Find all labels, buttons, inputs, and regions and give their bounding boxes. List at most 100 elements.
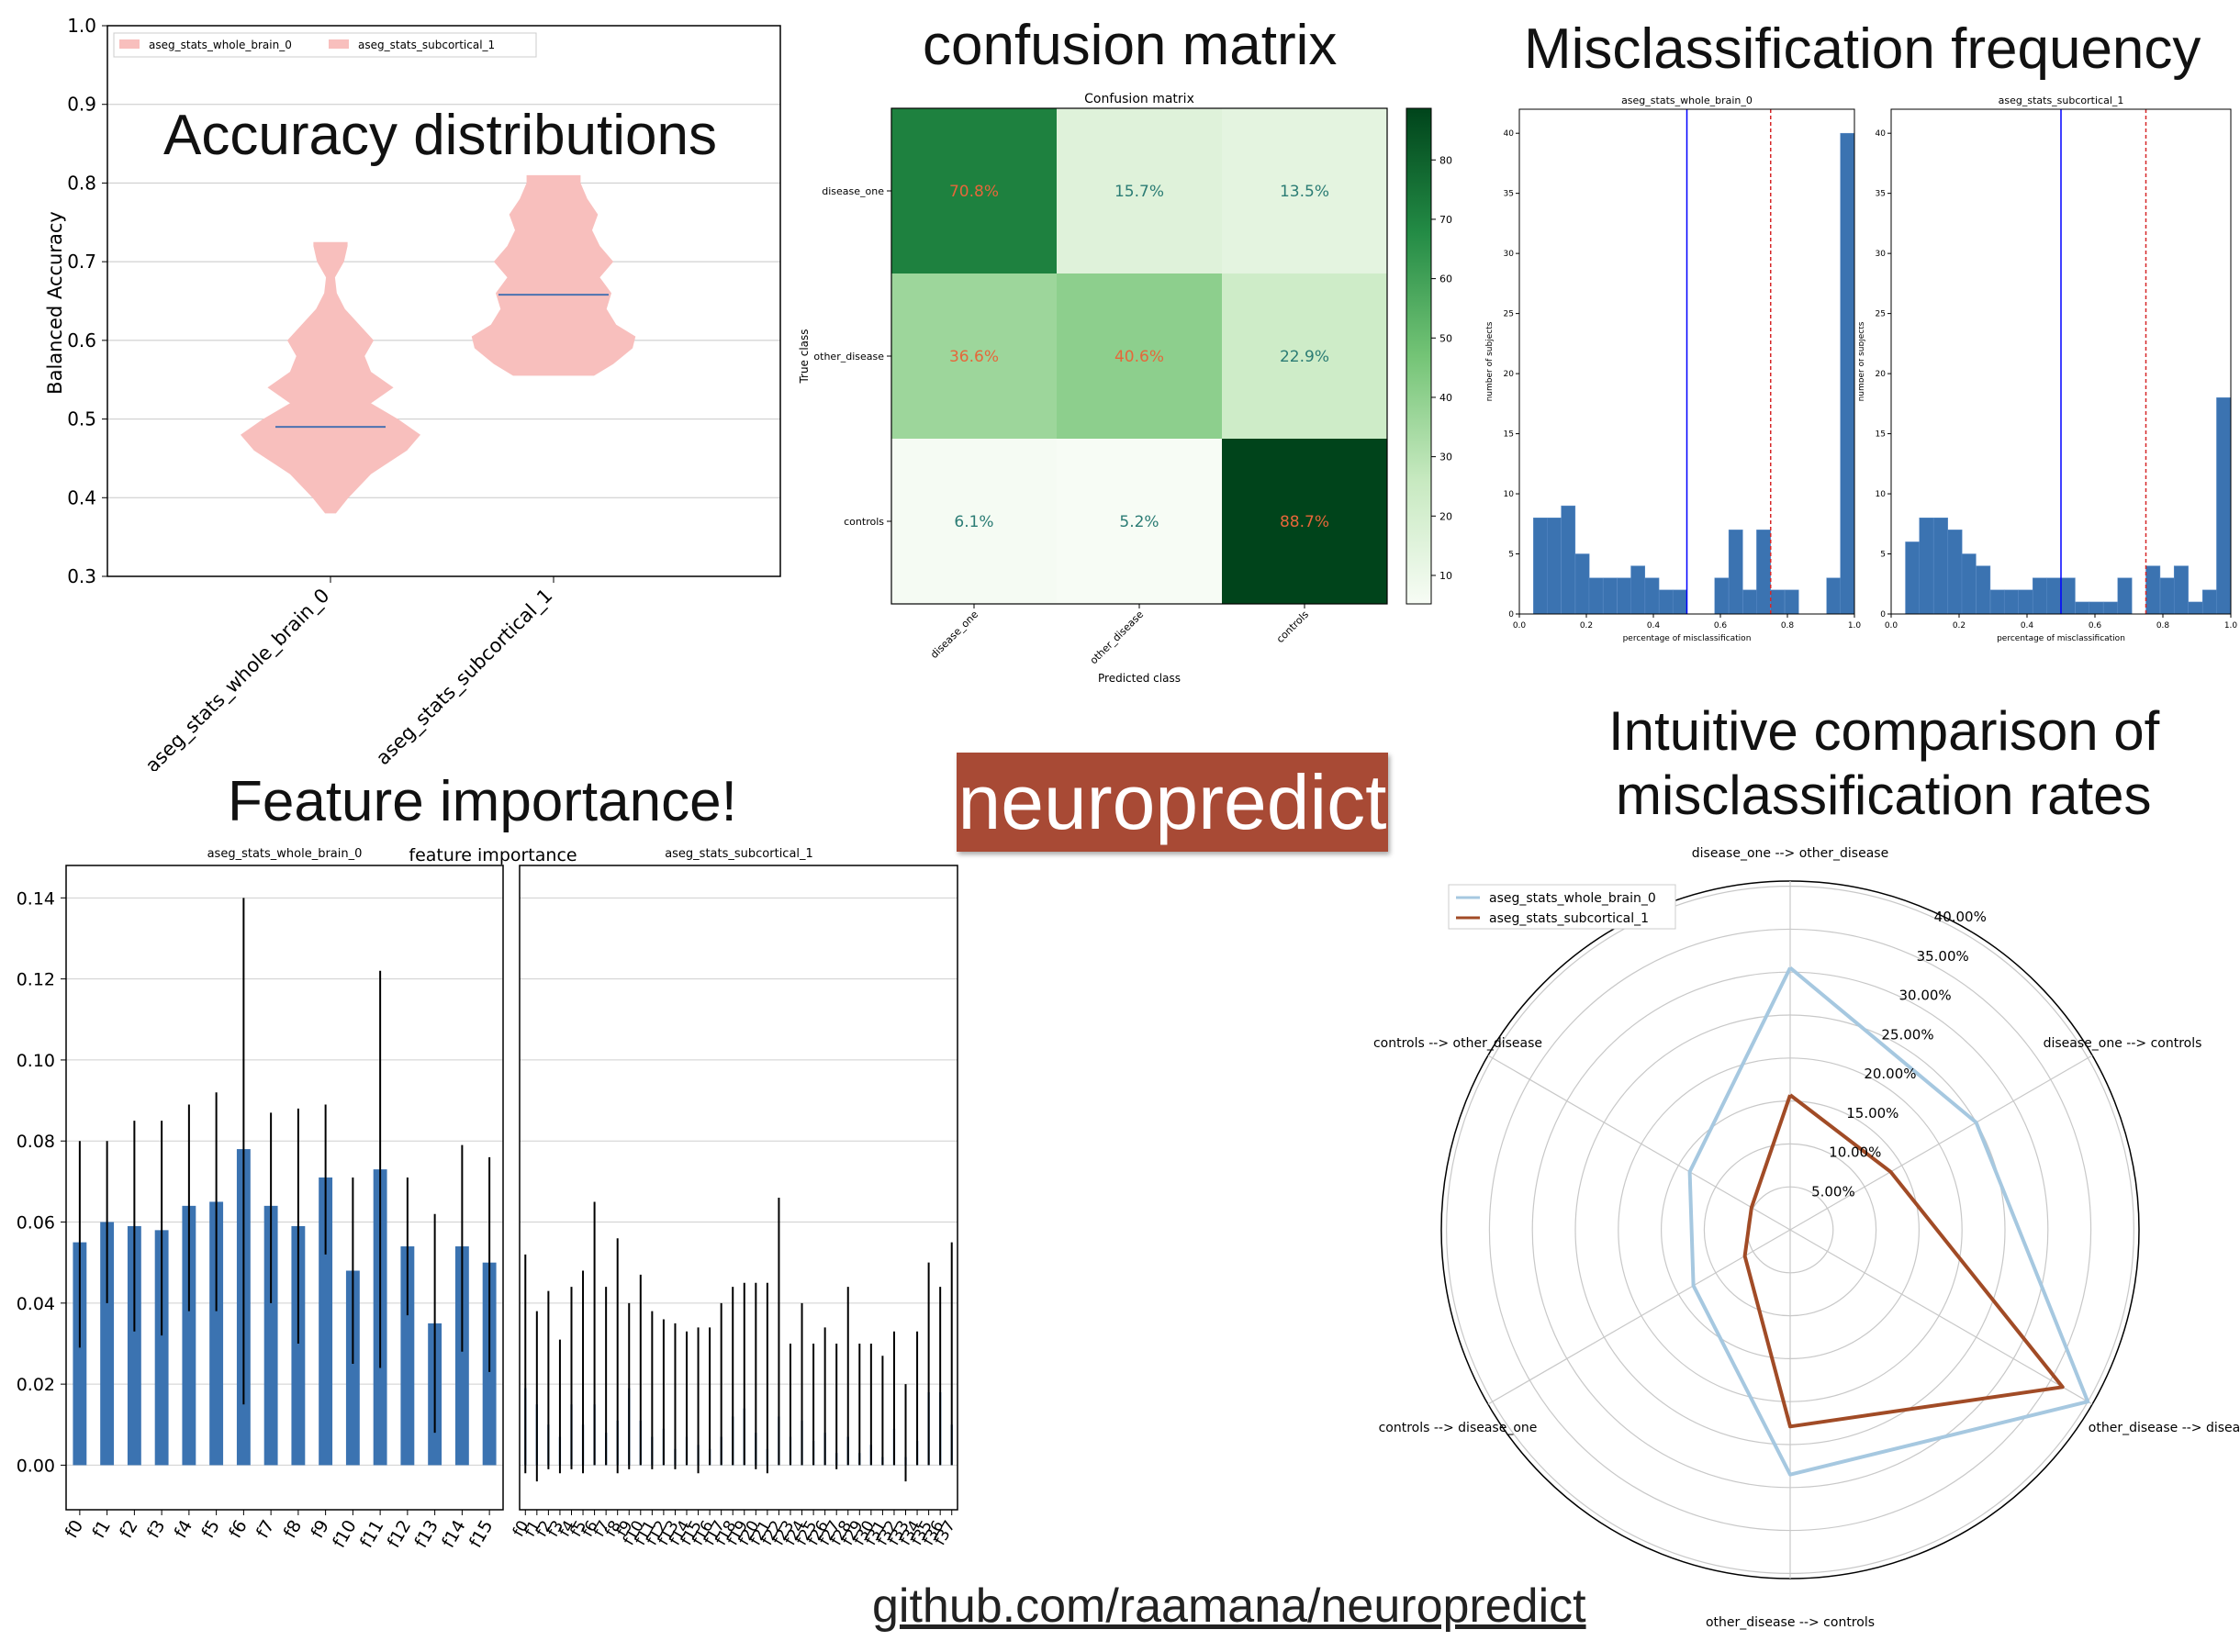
cm-ytick-label: other_disease xyxy=(813,351,884,363)
brand-banner: neuropredict xyxy=(957,753,1388,852)
legend-whole-brain: aseg_stats_whole_brain_0 xyxy=(149,39,292,51)
cm-cell xyxy=(891,108,1057,273)
hist-xtick-label: 0.0 xyxy=(1513,621,1527,631)
cm-cell xyxy=(891,439,1057,604)
violin-ytick-label: 0.4 xyxy=(67,486,96,508)
radar-spoke xyxy=(1487,1055,1791,1231)
fi-bar xyxy=(182,1205,196,1466)
hist-bar xyxy=(1976,565,1991,615)
radar-series-line xyxy=(1742,1093,2065,1429)
hist-xtick-label: 0.2 xyxy=(1580,621,1593,631)
hist-ylabel: number of subjects xyxy=(1859,321,1866,401)
violin-legend: aseg_stats_whole_brain_0 aseg_stats_subc… xyxy=(113,32,537,58)
hist-bar xyxy=(1588,577,1604,615)
fi-xtick-label: f13 xyxy=(410,1517,442,1552)
hist-bar xyxy=(1919,517,1934,615)
radar-axis-label: other_disease --> disease_one xyxy=(2089,1421,2240,1435)
radar-axis-label: disease_one --> controls xyxy=(2044,1036,2202,1051)
cm-xtick-label: controls xyxy=(1274,608,1311,645)
accuracy-violin-chart: 0.3 0.4 0.5 0.6 0.7 0.8 0.9 1.0 aseg_stats_whol… xyxy=(44,15,781,771)
hist-bar xyxy=(1561,505,1576,615)
hist-ytick-label: 25 xyxy=(1876,310,1886,319)
cm-cell xyxy=(1057,439,1222,604)
comparison-title-line2: misclassification rates xyxy=(1616,765,2152,826)
confusion-matrix-chart: Confusion matrix 70.8% 15.7% 13.5% 36.6% 40.… xyxy=(798,92,1452,685)
hist-frame xyxy=(1518,108,1855,615)
cm-cell-label: 88.7% xyxy=(1280,513,1329,531)
radar-rtick-label: 40.00% xyxy=(1934,909,1987,925)
fi-bar xyxy=(73,1242,87,1466)
cm-cell xyxy=(1057,108,1222,273)
hist-bar xyxy=(1947,530,1963,615)
hist-bar xyxy=(1630,565,1646,615)
fi-frame xyxy=(519,865,958,1511)
fi-ytick-label: 0.00 xyxy=(17,1456,55,1476)
hist-ytick-label: 0 xyxy=(1880,610,1886,620)
violin-ytick-label: 0.7 xyxy=(67,251,96,273)
misclass-histogram-whole-brain: aseg_stats_whole_brain_0 0 5 10 15 20 25 30 35 40… xyxy=(1485,95,1861,643)
hist-ytick-label: 5 xyxy=(1508,551,1514,560)
radar-rtick-label: 30.00% xyxy=(1898,988,1951,1004)
hist-xtick-label: 0.6 xyxy=(1714,621,1728,631)
hist-bar xyxy=(1840,132,1855,615)
hist-bar xyxy=(1714,577,1730,615)
cm-ytick-label: controls xyxy=(844,516,884,528)
radar-axis-label: other_disease --> controls xyxy=(1706,1615,1875,1630)
radar-series-line xyxy=(1687,966,2090,1477)
hist-bar xyxy=(2159,577,2175,615)
hist-bar xyxy=(1742,589,1757,615)
hist-ytick-label: 40 xyxy=(1504,129,1515,139)
hist-ytick-label: 25 xyxy=(1504,310,1514,319)
brand-text: neuropredict xyxy=(958,759,1387,845)
hist-ytick-label: 15 xyxy=(1876,430,1886,440)
fi-bar xyxy=(319,1177,333,1466)
fi-xtick-label: f2 xyxy=(116,1517,141,1542)
hist-title: aseg_stats_subcortical_1 xyxy=(1999,95,2124,106)
hist-bar xyxy=(1533,517,1548,615)
github-link[interactable]: github.com/raamana/neuropredict xyxy=(872,1579,1586,1633)
hist-bar xyxy=(2018,589,2033,615)
hist-ytick-label: 30 xyxy=(1876,250,1887,259)
fi-bar xyxy=(154,1230,169,1466)
violin-body xyxy=(471,174,636,376)
cm-cell xyxy=(1222,273,1387,439)
hist-bar xyxy=(2103,601,2118,615)
cm-ylabel: True class xyxy=(798,329,811,384)
hist-ytick-label: 20 xyxy=(1876,370,1887,379)
fi-xtick-label: f12 xyxy=(384,1517,415,1552)
cm-cell-label: 6.1% xyxy=(954,513,993,531)
violin-ylabel: Balanced Accuracy xyxy=(44,211,66,395)
radar-spoke xyxy=(1789,1229,2093,1405)
fi-xtick-label: f9 xyxy=(308,1517,333,1542)
cm-cell xyxy=(1057,273,1222,439)
hist-xtick-label: 0.6 xyxy=(2089,621,2102,631)
radar-legend-whole-brain: aseg_stats_whole_brain_0 xyxy=(1489,891,1656,906)
hist-ytick-label: 35 xyxy=(1504,190,1514,199)
fi-xtick-label: f3 xyxy=(143,1517,169,1542)
hist-ylabel: number of subjects xyxy=(1485,321,1495,401)
fi-panel-title-whole-brain: aseg_stats_whole_brain_0 xyxy=(207,847,363,861)
hist-bar xyxy=(1756,530,1771,615)
cm-colorbar xyxy=(1406,107,1432,605)
cm-cell-label: 15.7% xyxy=(1114,183,1164,201)
cm-xlabel: Predicted class xyxy=(1098,672,1181,685)
radar-rtick-label: 15.00% xyxy=(1846,1105,1898,1122)
radar-spoke xyxy=(1487,1229,1791,1405)
fi-xtick-label: f0 xyxy=(62,1517,87,1542)
cm-colorbar-tick-label: 70 xyxy=(1439,214,1452,226)
hist-bar xyxy=(1547,517,1562,615)
hist-bar xyxy=(1770,589,1786,615)
hist-bar xyxy=(1989,589,2005,615)
hist-xtick-label: 0.8 xyxy=(1781,621,1795,631)
cm-colorbar-tick-label: 40 xyxy=(1439,392,1452,404)
hist-bar xyxy=(2117,577,2133,615)
cm-cell-label: 22.9% xyxy=(1280,348,1329,366)
fi-bar xyxy=(127,1225,141,1466)
fi-xtick-label: f10 xyxy=(329,1517,360,1552)
fi-ytick-label: 0.06 xyxy=(17,1213,55,1233)
fi-ytick-label: 0.10 xyxy=(17,1051,55,1071)
misclass-title: Misclassification frequency xyxy=(1524,17,2201,81)
radar-spoke xyxy=(1789,1055,2093,1231)
violin-ytick-label: 1.0 xyxy=(67,15,96,37)
radar-rtick-label: 20.00% xyxy=(1864,1066,1916,1082)
